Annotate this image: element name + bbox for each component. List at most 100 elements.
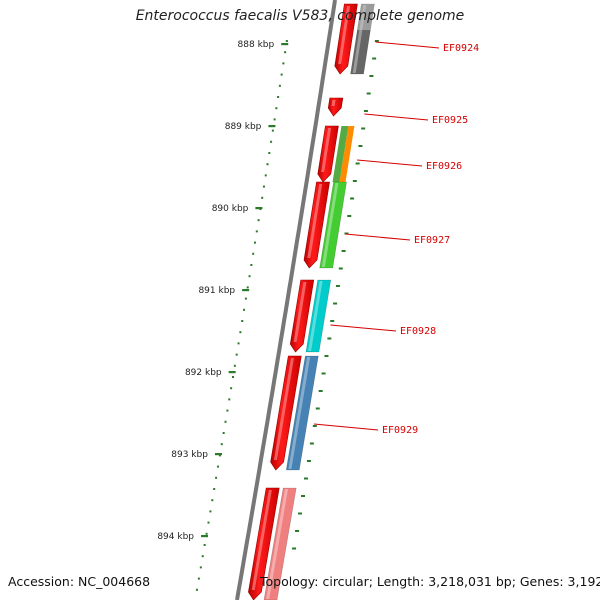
minor-tick [233,364,236,367]
inner-tick [352,180,357,182]
label-leader [375,41,440,49]
inner-tick [341,250,346,252]
inner-tick [333,302,338,305]
cog-bar-secondary[interactable] [339,126,355,182]
tick-label: 893 kbp [171,450,208,460]
inner-tick [318,390,323,392]
minor-tick [197,577,200,580]
inner-tick [301,495,306,497]
minor-tick [216,465,219,468]
label-leader [364,113,429,121]
major-tick [228,371,236,374]
minor-tick [266,163,269,166]
inner-tick [315,407,320,410]
minor-tick [220,443,223,446]
minor-tick [261,196,264,199]
inner-tick [372,57,377,60]
inner-tick [306,460,311,462]
gene-label[interactable]: EF0925 [432,115,468,126]
minor-tick [213,488,216,490]
minor-tick [230,387,233,390]
minor-tick [239,331,242,334]
minor-tick [237,342,240,345]
major-tick [281,43,289,46]
minor-tick [211,499,214,502]
minor-tick [201,555,204,558]
tick-label: 888 kbp [238,40,275,50]
minor-tick [241,320,244,322]
inner-tick [363,110,368,112]
inner-tick [361,127,366,130]
inner-tick [330,320,335,322]
cog-highlight [266,489,289,599]
cog-highlight [321,183,339,267]
tick-label: 891 kbp [198,286,235,296]
cds-highlight [293,282,307,342]
minor-tick [228,398,231,401]
label-leader [313,423,379,431]
minor-tick [284,51,287,54]
gene-label[interactable]: EF0924 [443,43,479,54]
cog-bar[interactable] [332,126,349,182]
inner-tick [366,92,371,95]
minor-tick [231,376,234,378]
cds-highlight [273,358,294,460]
minor-tick [271,129,274,132]
inner-tick [338,267,343,270]
minor-tick [226,409,229,412]
minor-tick [224,420,227,423]
cds-highlight [338,6,351,64]
inner-tick [358,145,363,147]
inner-tick [350,197,355,200]
cog-bar-fade [357,4,375,30]
minor-tick [277,96,280,98]
inner-tick [321,372,326,375]
cds-arrow[interactable] [327,97,344,117]
cog-bar[interactable] [285,355,319,471]
tick-label: 892 kbp [185,368,222,378]
inner-tick [369,75,374,77]
cog-bar[interactable] [319,181,347,269]
cds-highlight [307,184,323,258]
gene-label[interactable]: EF0929 [382,425,418,436]
inner-tick [324,355,329,357]
label-leader [345,233,411,241]
map-title: Enterococcus faecalis V583, complete gen… [135,8,465,24]
inner-tick [303,477,308,480]
minor-tick [275,107,278,110]
cog-bar[interactable] [305,279,332,353]
minor-tick [215,476,218,479]
minor-tick [268,152,271,154]
minor-tick [235,353,238,356]
cds-highlight [331,100,336,106]
minor-tick [244,297,247,300]
tick-label: 889 kbp [225,122,262,132]
minor-tick [270,140,273,143]
minor-tick [285,40,288,42]
minor-tick [218,454,221,457]
cds-highlight [251,490,272,590]
minor-tick [262,185,265,188]
major-tick [242,289,250,292]
cog-bar[interactable] [263,487,297,600]
major-tick [255,207,263,210]
inner-tick [374,40,379,42]
inner-tick [298,512,303,515]
minor-tick [246,286,249,289]
label-leader [330,324,397,332]
gene-label[interactable]: EF0926 [426,161,462,172]
gene-label[interactable]: EF0927 [414,235,450,246]
gene-label[interactable]: EF0928 [400,326,436,337]
major-tick [268,125,276,128]
minor-tick [205,532,208,535]
minor-tick [207,521,210,524]
inner-tick [295,530,300,532]
minor-tick [255,230,258,233]
inner-tick [344,232,349,235]
minor-tick [252,252,255,255]
tick-label: 890 kbp [212,204,249,214]
inner-tick [335,285,340,287]
major-tick [201,535,209,538]
genome-backbone [235,0,337,600]
